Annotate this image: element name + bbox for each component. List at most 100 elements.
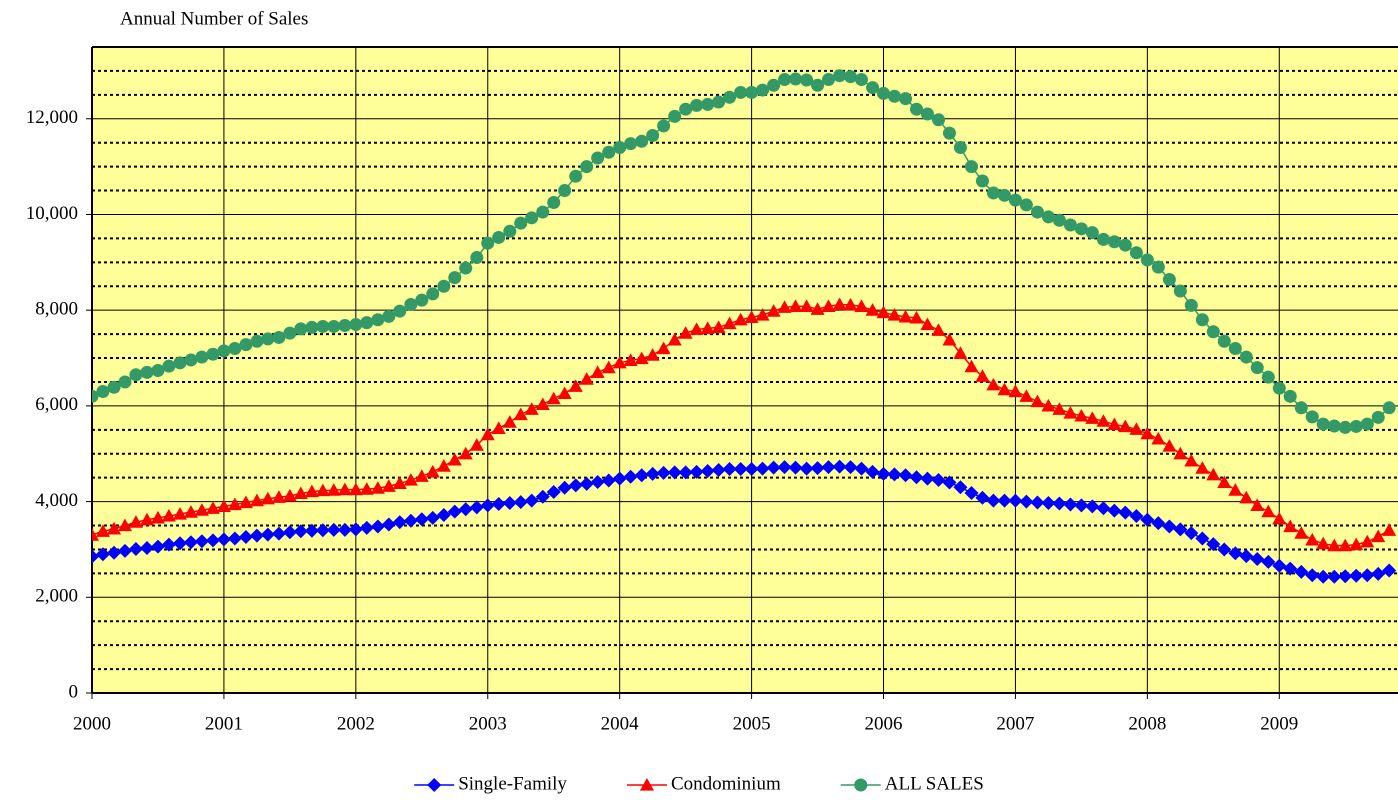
data-point xyxy=(942,475,957,490)
data-point xyxy=(953,346,968,359)
data-point xyxy=(612,471,627,486)
data-point xyxy=(447,452,462,466)
data-point xyxy=(1371,566,1386,581)
data-point xyxy=(1206,537,1221,552)
data-point xyxy=(799,461,814,476)
data-point xyxy=(810,302,825,315)
data-point xyxy=(1151,431,1166,445)
data-point xyxy=(392,515,407,530)
data-point xyxy=(128,541,143,556)
data-point xyxy=(1360,417,1374,431)
data-point xyxy=(624,137,638,151)
data-point xyxy=(975,490,990,505)
plot-area xyxy=(92,47,1398,693)
data-point xyxy=(1228,341,1242,355)
data-point xyxy=(459,261,473,275)
data-point xyxy=(711,320,726,334)
data-point xyxy=(975,369,990,382)
data-point xyxy=(1360,568,1375,583)
data-point xyxy=(788,299,803,312)
data-point xyxy=(1096,232,1110,246)
data-point xyxy=(800,73,814,87)
data-point xyxy=(1283,389,1297,403)
data-point xyxy=(733,312,748,326)
data-point xyxy=(183,505,198,518)
data-point xyxy=(1096,501,1111,516)
x-tick-label: 2009 xyxy=(1260,713,1298,734)
data-point xyxy=(811,78,825,92)
y-tick-label: 2,000 xyxy=(35,586,78,607)
data-point xyxy=(162,359,176,373)
data-point xyxy=(634,351,649,365)
data-point xyxy=(1129,246,1143,260)
y-tick-label: 4,000 xyxy=(35,490,78,511)
data-point xyxy=(1338,420,1352,434)
data-point xyxy=(1052,402,1067,415)
data-point xyxy=(601,360,616,374)
data-point xyxy=(1316,536,1331,550)
data-point xyxy=(194,503,209,516)
data-point xyxy=(832,297,847,311)
data-point xyxy=(337,522,352,537)
data-point xyxy=(612,355,627,369)
data-point xyxy=(964,359,979,373)
data-point xyxy=(205,501,220,514)
y-tick-label: 0 xyxy=(69,681,79,702)
data-point xyxy=(1173,446,1188,460)
data-point xyxy=(1052,213,1066,227)
data-point xyxy=(1118,419,1133,433)
data-point xyxy=(1217,475,1232,489)
data-point xyxy=(1140,512,1155,527)
data-point xyxy=(602,145,616,159)
data-point xyxy=(227,531,242,546)
data-point xyxy=(722,462,737,477)
data-point xyxy=(1316,569,1331,584)
data-point xyxy=(150,510,165,524)
data-point xyxy=(502,415,517,428)
data-point xyxy=(744,310,759,323)
data-point xyxy=(1272,511,1287,525)
chart-title: Annual Number of Sales xyxy=(120,8,308,29)
data-point xyxy=(503,224,517,238)
data-point xyxy=(986,493,1001,508)
data-point xyxy=(876,305,891,319)
data-point xyxy=(359,520,374,535)
data-point xyxy=(338,318,352,332)
data-point xyxy=(678,465,693,480)
data-point xyxy=(1206,325,1220,339)
legend-item: ALL SALES xyxy=(840,773,984,794)
data-point xyxy=(415,293,429,307)
data-point xyxy=(228,341,242,355)
data-point xyxy=(909,470,924,485)
data-point xyxy=(1349,537,1364,551)
data-point xyxy=(381,517,396,532)
data-point xyxy=(327,319,341,333)
data-point xyxy=(734,85,748,99)
data-point xyxy=(1074,498,1089,513)
data-point xyxy=(491,421,506,434)
data-point xyxy=(239,338,253,352)
data-point xyxy=(184,353,198,367)
data-point xyxy=(1030,495,1045,510)
series-layer xyxy=(92,69,1397,584)
data-point xyxy=(470,251,484,265)
data-point xyxy=(986,377,1001,391)
data-point xyxy=(150,539,165,554)
y-tick-label: 10,000 xyxy=(26,203,78,224)
data-point xyxy=(920,471,935,486)
data-point xyxy=(1063,406,1078,419)
data-point xyxy=(1096,414,1111,427)
data-point xyxy=(723,90,737,104)
data-point xyxy=(1316,417,1330,431)
data-point xyxy=(656,465,671,480)
data-point xyxy=(920,107,934,121)
data-point xyxy=(304,523,319,538)
data-point xyxy=(1294,526,1309,539)
data-point xyxy=(1327,419,1341,433)
data-point xyxy=(425,510,440,525)
data-point xyxy=(1085,411,1100,424)
data-point xyxy=(568,379,583,392)
data-point xyxy=(920,317,935,331)
data-point xyxy=(865,303,880,316)
